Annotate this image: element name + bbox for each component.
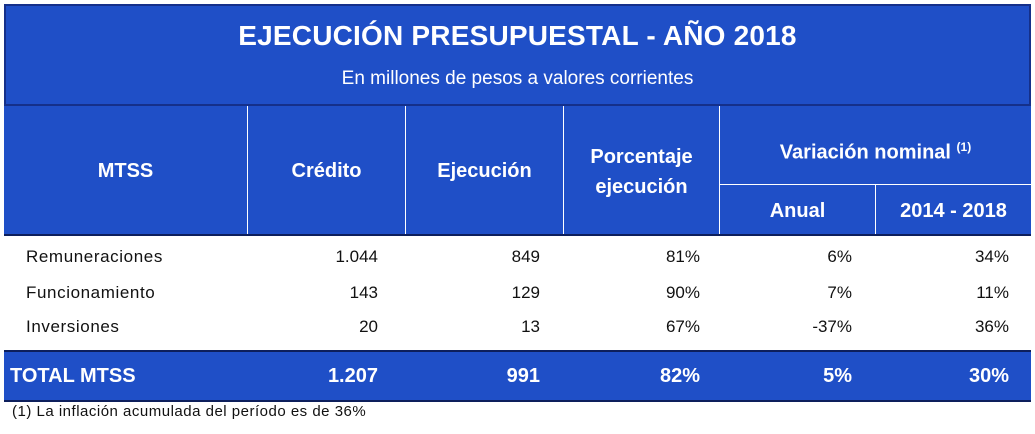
header-credito: Crédito: [248, 106, 406, 236]
cell-anual: 6%: [827, 247, 852, 266]
footnote: (1) La inflación acumulada del período e…: [12, 403, 367, 420]
title-band: EJECUCIÓN PRESUPUESTAL - AÑO 2018 En mil…: [4, 4, 1031, 106]
cell-ejecucion: 13: [521, 317, 540, 336]
cell-credito: 1.044: [335, 247, 378, 266]
cell-ejecucion: 849: [511, 247, 540, 266]
header-porcentaje: Porcentaje ejecución: [564, 106, 720, 236]
header-variacion-note: (1): [956, 140, 972, 154]
header-ejecucion-label: Ejecución: [437, 160, 532, 182]
table-row: Funcionamiento 143 129 90% 7% 11%: [4, 276, 1031, 309]
total-ejecucion: 991: [506, 365, 540, 387]
header-divider: [4, 234, 1031, 236]
cell-credito: 20: [359, 317, 378, 336]
total-credito: 1.207: [327, 365, 378, 387]
table-row: Inversiones 20 13 67% -37% 36%: [4, 310, 1031, 343]
cell-porcentaje: 90%: [665, 283, 700, 302]
total-porcentaje: 82%: [659, 365, 700, 387]
budget-table: EJECUCIÓN PRESUPUESTAL - AÑO 2018 En mil…: [4, 4, 1031, 402]
header-mtss-label: MTSS: [97, 160, 154, 182]
header-variacion-text: Variación nominal: [779, 141, 951, 164]
total-periodo: 30%: [968, 365, 1009, 387]
row-label: Funcionamiento: [26, 283, 156, 302]
cell-porcentaje: 67%: [665, 317, 700, 336]
header-anual: Anual: [720, 184, 876, 236]
cell-periodo: 34%: [974, 247, 1009, 266]
table-subtitle: En millones de pesos a valores corriente…: [341, 68, 694, 89]
cell-porcentaje: 81%: [665, 247, 700, 266]
header-variacion-label: Variación nominal (1): [720, 134, 1031, 166]
cell-anual: 7%: [827, 283, 852, 302]
row-label: Inversiones: [26, 317, 120, 336]
header-periodo-label: 2014 - 2018: [900, 200, 1007, 222]
header-ejecucion: Ejecución: [406, 106, 564, 236]
table-title: EJECUCIÓN PRESUPUESTAL - AÑO 2018: [238, 20, 797, 51]
total-label: TOTAL MTSS: [10, 365, 136, 387]
header-anual-label: Anual: [769, 200, 826, 222]
cell-periodo: 11%: [976, 283, 1009, 302]
cell-credito: 143: [349, 283, 378, 302]
header-credito-label: Crédito: [291, 160, 362, 182]
total-row: TOTAL MTSS 1.207 991 82% 5% 30%: [4, 350, 1031, 402]
header-periodo: 2014 - 2018: [876, 184, 1031, 236]
table-row: Remuneraciones 1.044 849 81% 6% 34%: [4, 240, 1031, 273]
cell-anual: -37%: [812, 317, 852, 336]
cell-periodo: 36%: [974, 317, 1009, 336]
row-label: Remuneraciones: [26, 247, 163, 266]
header-mtss: MTSS: [4, 106, 248, 236]
header-porcentaje-line1: Porcentaje: [590, 146, 693, 168]
header-porcentaje-line2: ejecución: [595, 176, 688, 198]
cell-ejecucion: 129: [511, 283, 540, 302]
header-variacion: Variación nominal (1): [720, 106, 1031, 184]
total-anual: 5%: [823, 365, 852, 387]
